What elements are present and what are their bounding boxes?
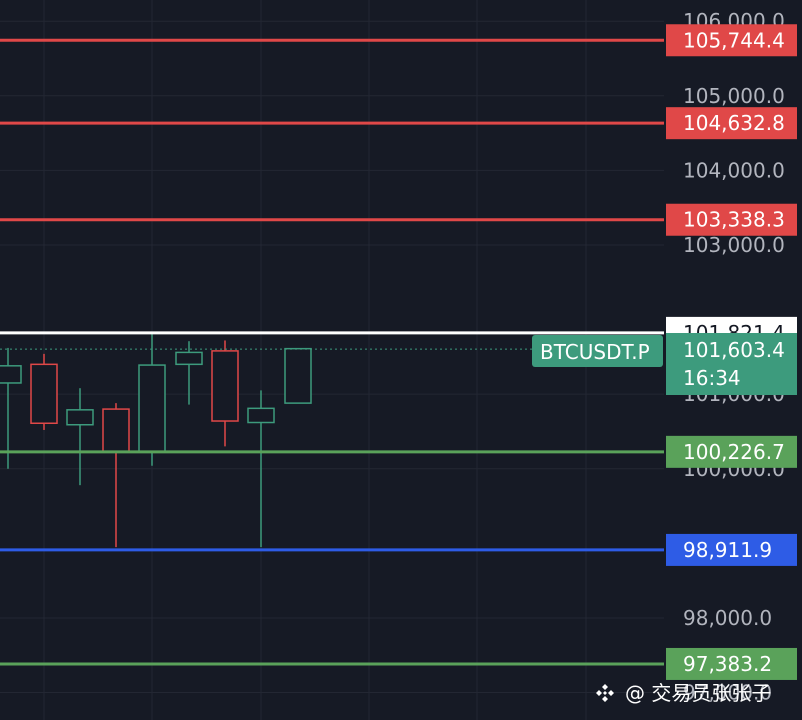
price-label-text: 103,338.3 bbox=[683, 208, 785, 232]
price-label-text: 100,226.7 bbox=[683, 440, 785, 464]
candle bbox=[102, 403, 130, 548]
last-price-label-bg bbox=[666, 333, 797, 395]
price-label-bg bbox=[666, 647, 797, 680]
candle-body bbox=[175, 351, 203, 366]
price-label-text: 104,632.8 bbox=[683, 111, 785, 135]
candle-body bbox=[102, 408, 130, 453]
grid bbox=[0, 0, 664, 720]
price-label-bg bbox=[666, 533, 797, 566]
candle bbox=[247, 390, 275, 548]
candle-body bbox=[30, 363, 58, 425]
last-price-value: 101,603.4 bbox=[683, 338, 785, 362]
candle bbox=[175, 341, 203, 405]
countdown-timer: 16:34 bbox=[683, 366, 741, 390]
y-tick-label: 103,000.0 bbox=[683, 233, 785, 257]
horizontal-lines bbox=[0, 38, 664, 666]
price-label-bg bbox=[666, 24, 797, 57]
y-tick-label: 97,000.0 bbox=[683, 681, 772, 705]
last-price-label: 101,603.4 16:34 bbox=[666, 333, 797, 395]
price-label-text: 98,911.9 bbox=[683, 538, 772, 562]
candle-body bbox=[284, 347, 312, 404]
candle-body bbox=[211, 350, 239, 422]
price-label-bg bbox=[666, 435, 797, 468]
candle bbox=[211, 340, 239, 447]
price-label-bg bbox=[666, 107, 797, 140]
y-tick-label: 105,000.0 bbox=[683, 84, 785, 108]
binance-logo-icon bbox=[596, 684, 614, 702]
candles bbox=[0, 332, 312, 548]
candle-body bbox=[138, 364, 166, 453]
candle-body bbox=[66, 409, 94, 426]
candle-body bbox=[0, 365, 22, 384]
price-label-text: 97,383.2 bbox=[683, 652, 772, 676]
y-tick-label: 98,000.0 bbox=[683, 606, 772, 630]
candle bbox=[30, 353, 58, 430]
price-label-text: 105,744.4 bbox=[683, 28, 785, 52]
symbol-label-bg bbox=[532, 335, 663, 367]
candle-body bbox=[247, 407, 275, 424]
y-tick-label: 104,000.0 bbox=[683, 158, 785, 182]
price-label-bg bbox=[666, 203, 797, 236]
watermark-text: @ 交易员张张子 bbox=[625, 681, 771, 705]
candle bbox=[284, 347, 312, 404]
candle bbox=[66, 388, 94, 486]
watermark: @ 交易员张张子 bbox=[596, 681, 771, 705]
symbol-label: BTCUSDT.P bbox=[532, 335, 663, 367]
candle bbox=[0, 347, 22, 469]
candle bbox=[138, 332, 166, 466]
symbol-label-text: BTCUSDT.P bbox=[540, 340, 650, 364]
price-labels: 105,744.4104,632.8103,338.3101,821.4100,… bbox=[666, 24, 797, 680]
